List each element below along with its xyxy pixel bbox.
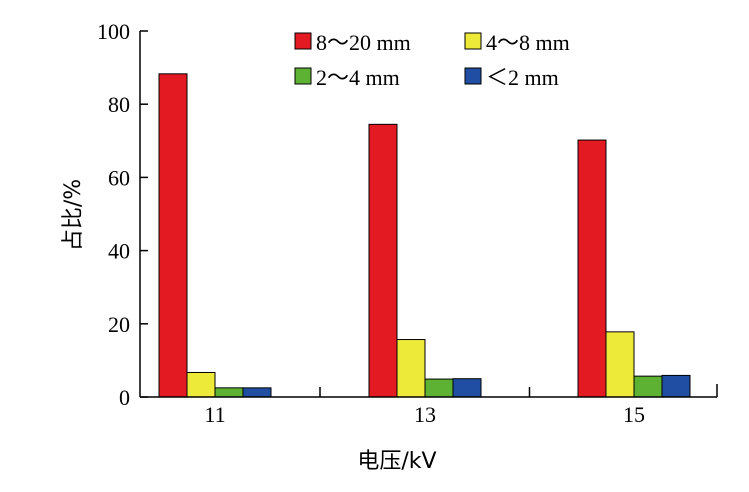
legend-label: 4～8 mm: [486, 30, 570, 55]
x-tick-label: 15: [623, 402, 645, 427]
bar: [633, 375, 663, 398]
y-tick-label: 0: [119, 385, 130, 410]
legend: 8～20 mm 4～8 mm 2～4 mm ＜2 mm: [294, 30, 570, 90]
y-tick-label: 100: [97, 19, 130, 44]
x-axis-title: 电压/kV: [357, 449, 436, 474]
bar: [452, 378, 482, 398]
legend-swatch: [464, 32, 482, 50]
bar: [368, 123, 398, 398]
bar: [214, 387, 244, 398]
bar: [605, 331, 635, 398]
x-tick-label: 13: [414, 402, 436, 427]
legend-swatch: [294, 32, 312, 50]
axes: 0 20 40 60 80 100 11 13 15: [97, 19, 718, 427]
y-tick-label: 20: [108, 312, 130, 337]
y-axis-title: 占比/%: [61, 179, 86, 251]
legend-swatch: [294, 67, 312, 85]
bar: [186, 371, 216, 398]
bar: [661, 374, 691, 398]
legend-label: 8～20 mm: [316, 30, 411, 55]
bars: [158, 73, 691, 398]
bar: [577, 139, 607, 398]
legend-label: 2～4 mm: [316, 65, 400, 90]
bar: [424, 378, 454, 398]
bar: [396, 339, 426, 398]
y-tick-label: 80: [108, 92, 130, 117]
x-tick-label: 11: [204, 402, 225, 427]
bar: [158, 73, 188, 398]
y-tick-label: 60: [108, 165, 130, 190]
bar: [242, 387, 272, 398]
legend-swatch: [464, 67, 482, 85]
y-tick-label: 40: [108, 239, 130, 264]
legend-label: ＜2 mm: [486, 65, 559, 90]
